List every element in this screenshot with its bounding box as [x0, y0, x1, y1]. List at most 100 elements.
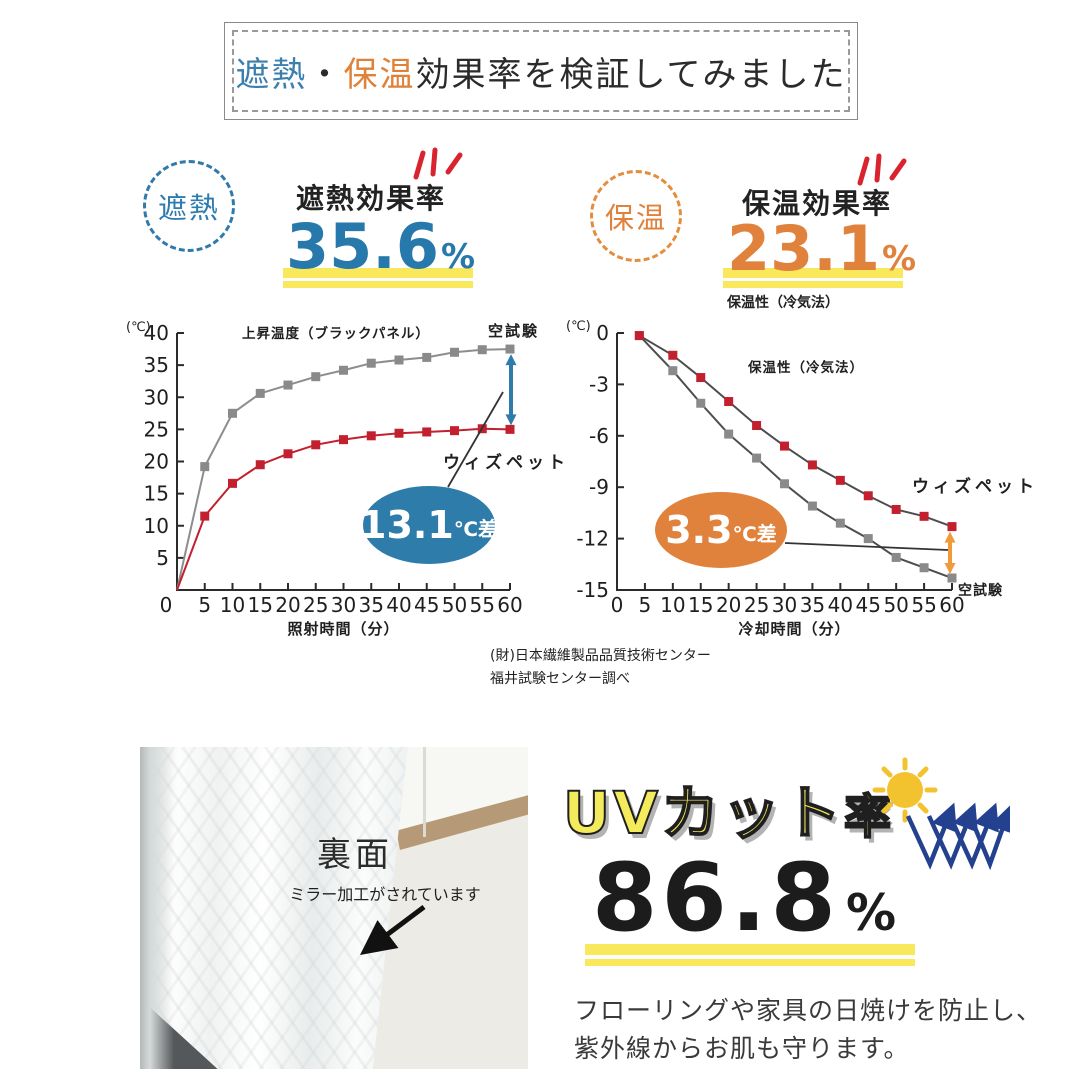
mirror-finish-arrow-icon [360, 905, 426, 955]
svg-text:-15: -15 [576, 578, 609, 602]
highlight-stripe [283, 281, 473, 288]
svg-text:照射時間（分）: 照射時間（分） [287, 620, 399, 638]
svg-text:45: 45 [414, 593, 439, 617]
shading-percent-sign: % [440, 237, 476, 277]
svg-text:-12: -12 [576, 527, 609, 551]
photo-curtain-fabric [140, 747, 408, 1069]
svg-text:60: 60 [939, 593, 964, 617]
svg-text:50: 50 [442, 593, 467, 617]
svg-text:0: 0 [596, 321, 609, 345]
svg-text:-3: -3 [589, 372, 609, 396]
svg-text:保温性（冷気法）: 保温性（冷気法） [747, 359, 864, 376]
insulation-badge: 保温 [590, 170, 682, 262]
insulation-line-chart: (℃) 0-3-6-9-12-150 5 10 15 20 25 30 35 40 45 50 55 60… [566, 319, 1038, 638]
svg-text:5: 5 [198, 593, 211, 617]
svg-text:25: 25 [303, 593, 328, 617]
shading-title: 遮熱効果率 [296, 182, 447, 215]
uv-value: 86.8% [592, 852, 900, 960]
svg-text:10: 10 [660, 593, 685, 617]
svg-text:30: 30 [144, 385, 169, 409]
svg-text:5: 5 [156, 546, 169, 570]
sun-uv-reflect-icon [872, 757, 1010, 871]
photo-caption: ミラー加工がされています [289, 885, 481, 904]
sun-icon [887, 772, 923, 808]
svg-text:空試験: 空試験 [958, 582, 1003, 599]
svg-text:40: 40 [828, 593, 853, 617]
test-source-line1: (財)日本繊維製品品質技術センター [490, 648, 711, 664]
photo-curtain-edge-shade [140, 747, 174, 1069]
svg-text:45: 45 [856, 593, 881, 617]
uv-percent-sign: % [845, 884, 901, 942]
page-title: 遮熱・保温 効果率を検証してみました [232, 30, 850, 112]
svg-text:25: 25 [744, 593, 769, 617]
svg-text:ウィズペット: ウィズペット [912, 476, 1038, 497]
shading-number: 35.6 [286, 210, 439, 283]
test-source: (財)日本繊維製品品質技術センター 福井試験センター調べ [490, 645, 711, 691]
svg-text:35: 35 [144, 353, 169, 377]
svg-text:20: 20 [144, 450, 169, 474]
title-dot: ・ [307, 54, 344, 95]
shading-badge: 遮熱 [143, 160, 235, 252]
insulation-value: 23.1% [727, 218, 916, 290]
svg-text:空試験: 空試験 [488, 322, 539, 340]
insulation-title: 保温効果率 [742, 187, 893, 220]
test-source-line2: 福井試験センター調べ [490, 671, 630, 687]
title-rest: 効果率を検証してみました [415, 54, 847, 95]
svg-text:50: 50 [883, 593, 908, 617]
uv-title-main: UVカット [562, 778, 844, 848]
svg-text:-6: -6 [589, 424, 609, 448]
photo-label: 裏面 [317, 835, 393, 875]
svg-text:55: 55 [911, 593, 936, 617]
curtain-back-photo: 裏面 ミラー加工がされています [140, 747, 528, 1069]
highlight-stripe [283, 268, 473, 278]
svg-text:10: 10 [220, 593, 245, 617]
svg-text:35: 35 [359, 593, 384, 617]
svg-text:15: 15 [688, 593, 713, 617]
svg-text:10: 10 [144, 514, 169, 538]
uv-reflect-arrows-icon [905, 802, 1010, 871]
emphasis-marks-icon [413, 147, 463, 180]
svg-text:0: 0 [611, 593, 624, 617]
shading-value: 35.6% [286, 216, 475, 288]
uv-description-line1: フローリングや家具の日焼けを防止し、 [574, 996, 1043, 1025]
svg-text:3.3℃差: 3.3℃差 [665, 508, 777, 552]
insulation-percent-sign: % [881, 239, 917, 279]
svg-text:5: 5 [639, 593, 652, 617]
emphasis-marks-icon [857, 153, 907, 186]
insulation-method-note: 保温性（冷気法） [727, 295, 839, 311]
svg-text:25: 25 [144, 417, 169, 441]
svg-text:40: 40 [144, 321, 169, 345]
svg-text:30: 30 [772, 593, 797, 617]
svg-text:15: 15 [144, 482, 169, 506]
uv-number: 86.8 [592, 844, 840, 953]
svg-text:-9: -9 [589, 475, 609, 499]
photo-wall-corner [423, 747, 427, 838]
title-shading-word: 遮熱 [235, 54, 308, 95]
uv-description: フローリングや家具の日焼けを防止し、 紫外線からお肌も守ります。 [574, 992, 1042, 1068]
svg-text:(℃): (℃) [126, 320, 151, 335]
svg-text:20: 20 [716, 593, 741, 617]
svg-text:(℃): (℃) [566, 319, 591, 334]
svg-text:20: 20 [275, 593, 300, 617]
insulation-number: 23.1 [727, 212, 880, 285]
svg-text:40: 40 [386, 593, 411, 617]
page-title-box: 遮熱・保温 効果率を検証してみました [224, 22, 858, 120]
highlight-stripe [585, 959, 915, 966]
svg-text:ウィズペット: ウィズペット [443, 452, 569, 473]
svg-text:冷却時間（分）: 冷却時間（分） [738, 620, 850, 638]
uv-title-sub: 率 [843, 789, 894, 846]
svg-text:13.1℃差: 13.1℃差 [360, 503, 498, 547]
svg-text:15: 15 [248, 593, 273, 617]
svg-text:35: 35 [800, 593, 825, 617]
svg-text:30: 30 [331, 593, 356, 617]
title-insulation-word: 保温 [343, 54, 416, 95]
svg-text:上昇温度（ブラックパネル）: 上昇温度（ブラックパネル） [242, 325, 430, 342]
highlight-stripe [723, 268, 903, 278]
svg-text:60: 60 [497, 593, 522, 617]
highlight-stripe [585, 944, 915, 955]
uv-description-line2: 紫外線からお肌も守ります。 [574, 1034, 910, 1063]
highlight-stripe [723, 281, 903, 288]
uv-cut-title: UVカット率 [562, 778, 894, 853]
